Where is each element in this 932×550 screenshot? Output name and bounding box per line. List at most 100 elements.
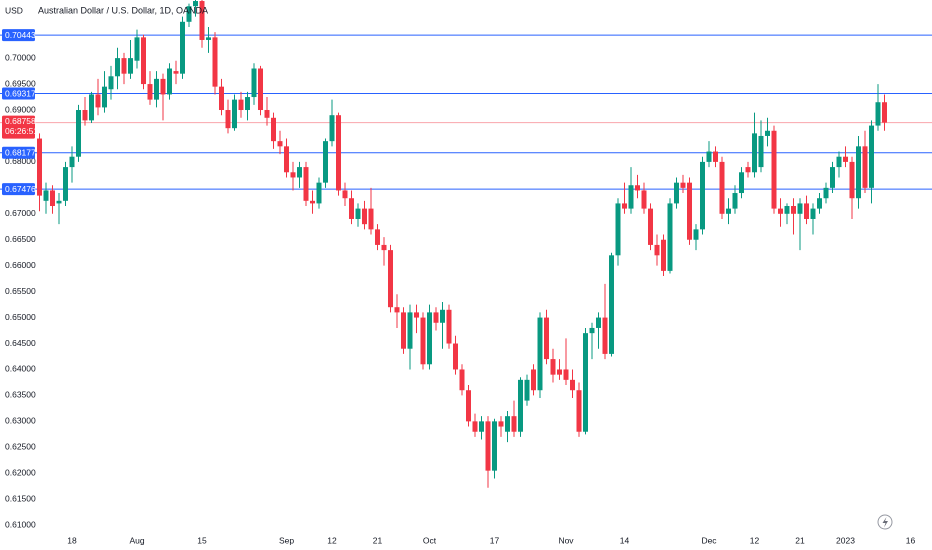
candle-body — [706, 151, 712, 162]
candle-body — [388, 250, 393, 308]
y-tick-label: 0.65500 — [5, 286, 36, 296]
candle-body — [160, 78, 166, 95]
candle-body — [199, 1, 205, 40]
level-label-box — [2, 146, 35, 159]
x-tick-label: 15 — [197, 535, 207, 545]
candle-body — [251, 68, 257, 98]
candle-body — [433, 312, 439, 323]
y-tick-label: 0.69000 — [5, 104, 36, 114]
candle-body — [466, 390, 471, 422]
y-tick-label: 0.65000 — [5, 312, 36, 322]
candle-body — [245, 97, 250, 111]
y-tick-label: 0.64000 — [5, 364, 36, 374]
candle-body — [459, 369, 465, 391]
candle-body — [427, 312, 432, 365]
candle-body — [232, 99, 237, 129]
candle-body — [108, 76, 114, 90]
candle-body — [771, 130, 777, 209]
candle-body — [693, 229, 699, 240]
candle-body — [277, 141, 283, 147]
candle-body — [297, 167, 302, 178]
candle-body — [752, 133, 757, 173]
candle-body — [95, 94, 101, 108]
candle-body — [628, 185, 634, 209]
candles — [37, 0, 887, 488]
x-tick-label: 21 — [795, 535, 805, 545]
candle-body — [778, 208, 783, 214]
candle-body — [212, 37, 218, 87]
x-tick-label: Sep — [279, 535, 294, 545]
candle-body — [362, 208, 367, 225]
candle-body — [531, 369, 536, 391]
y-tick-label: 0.62000 — [5, 467, 36, 477]
candle-body — [225, 110, 231, 129]
candle-body — [440, 309, 445, 323]
candle-body — [498, 421, 504, 427]
candle-body — [843, 156, 848, 162]
candle-body — [115, 58, 120, 77]
candle-body — [661, 239, 666, 271]
y-tick-label: 0.63500 — [5, 390, 36, 400]
candle-body — [407, 312, 413, 349]
x-tick-label: 18 — [67, 535, 77, 545]
x-tick-label: Dec — [701, 535, 717, 545]
candle-body — [420, 317, 426, 365]
x-tick-label: Nov — [558, 535, 574, 545]
candle-body — [336, 115, 341, 191]
candle-body — [622, 203, 627, 209]
lightning-icon[interactable] — [877, 514, 893, 530]
y-tick-label: 0.61500 — [5, 493, 36, 503]
chart-title: Australian Dollar / U.S. Dollar, 1D, OAN… — [38, 5, 208, 15]
y-tick-label: 0.70000 — [5, 52, 36, 62]
candle-body — [316, 182, 322, 204]
candle-body — [609, 255, 614, 354]
candle-body — [355, 208, 361, 219]
candle-body — [56, 200, 62, 204]
candle-body — [290, 172, 296, 178]
candle-body — [121, 58, 127, 74]
candle-body — [862, 146, 868, 188]
x-tick-label: 2023 — [836, 535, 855, 545]
candle-body — [453, 343, 458, 370]
last-price-box — [2, 115, 35, 139]
y-tick-label: 0.64500 — [5, 338, 36, 348]
y-tick-label: 0.66500 — [5, 234, 36, 244]
candle-body — [687, 182, 692, 240]
y-tick-label: 0.67000 — [5, 208, 36, 218]
y-axis-label: USD — [5, 5, 23, 15]
candle-body — [141, 37, 146, 85]
level-label-box — [2, 29, 35, 42]
candle-body — [648, 208, 653, 245]
x-tick-label: 12 — [327, 535, 337, 545]
candle-body — [804, 203, 809, 219]
axis: 0.61000 0.61500 0.62000 0.62500 0.63000 0.635… — [2, 29, 915, 545]
candle-body — [43, 190, 49, 201]
candle-body — [173, 71, 179, 74]
candle-body — [186, 6, 192, 22]
candle-body — [323, 141, 328, 183]
candle-body — [69, 156, 75, 168]
candle-body — [602, 317, 608, 354]
candle-body — [102, 86, 107, 108]
candle-body — [817, 198, 822, 209]
x-tick-label: 16 — [906, 535, 916, 545]
candle-body — [128, 58, 133, 74]
x-tick-label: Oct — [423, 535, 437, 545]
candle-body — [791, 206, 796, 214]
candle-body — [89, 94, 94, 121]
candle-body — [596, 317, 601, 328]
candle-body — [739, 172, 744, 194]
x-tick-label: 21 — [373, 535, 383, 545]
candle-body — [167, 68, 172, 95]
x-tick-label: 12 — [750, 535, 760, 545]
candle-body — [401, 312, 406, 349]
candle-body — [674, 182, 679, 204]
candle-body — [264, 110, 270, 118]
candle-body — [550, 359, 556, 375]
candle-body — [797, 203, 803, 214]
candle-body — [680, 182, 686, 188]
candle-body — [37, 138, 42, 196]
candle-body — [50, 190, 55, 207]
y-tick-label: 0.69500 — [5, 78, 36, 88]
candle-body — [700, 161, 705, 230]
